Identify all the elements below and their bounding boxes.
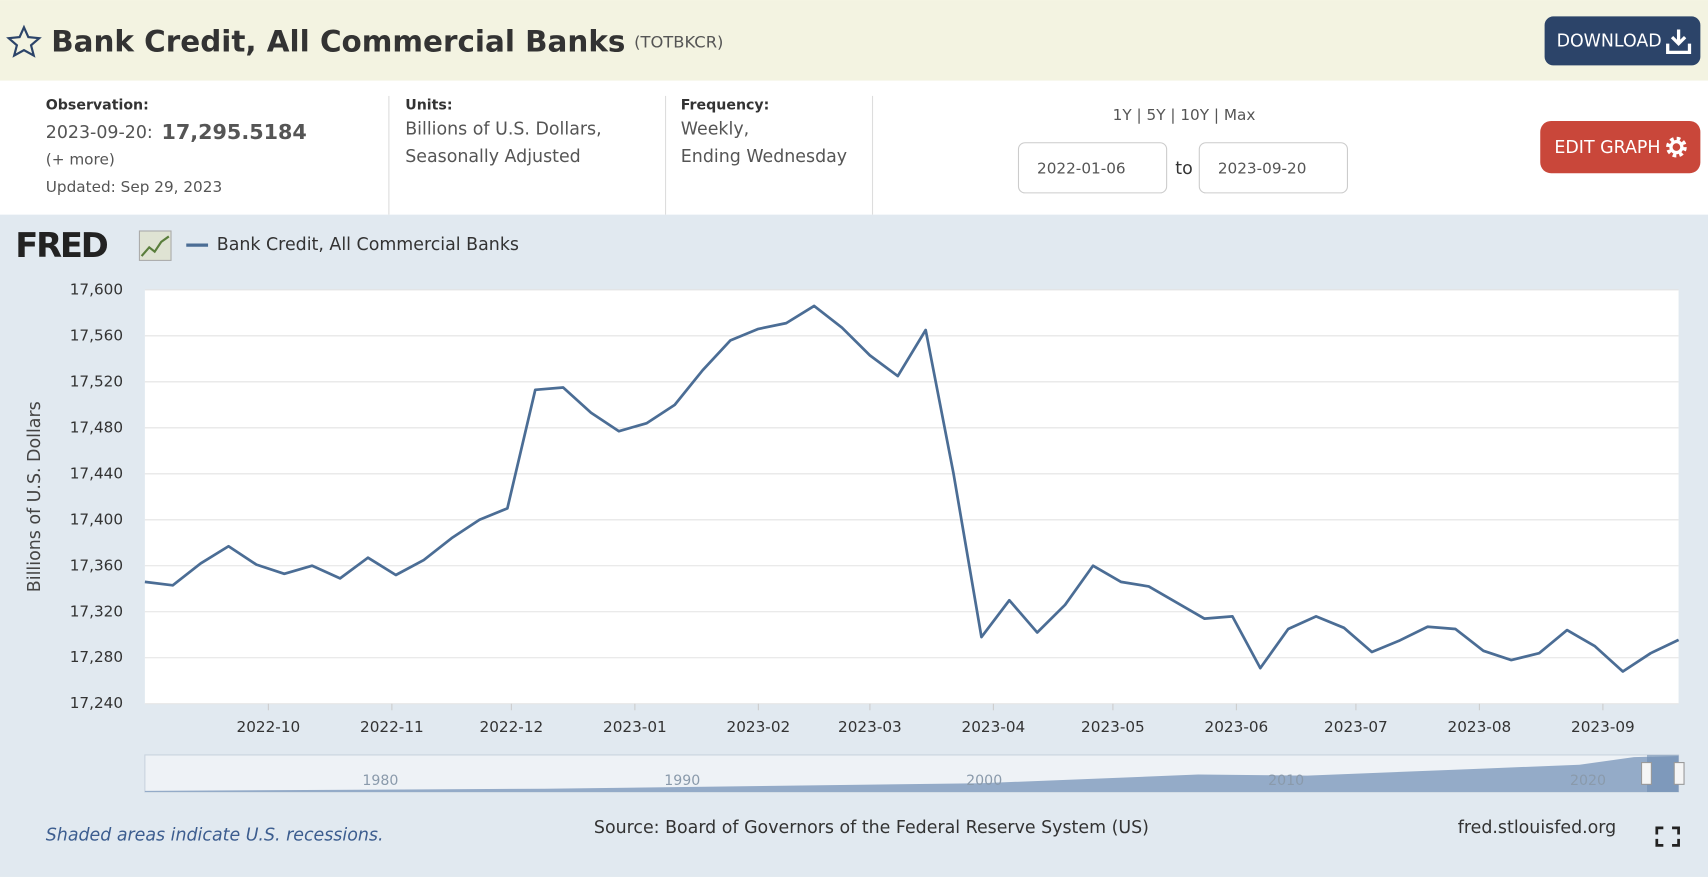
- updated-date: Updated: Sep 29, 2023: [46, 178, 222, 196]
- navigator-label: 2000: [966, 773, 1002, 789]
- units-text: Seasonally Adjusted: [405, 147, 581, 167]
- frequency-text: Weekly,: [681, 120, 749, 140]
- logo-box: [138, 230, 172, 261]
- x-tick-label: 2023-07: [1324, 718, 1388, 736]
- plot-area: [144, 289, 1679, 704]
- x-tick-label: 2023-05: [1081, 718, 1145, 736]
- site-url[interactable]: fred.stlouisfed.org: [1458, 818, 1616, 838]
- y-tick-label: 17,480: [70, 418, 123, 436]
- navigator-label: 2010: [1268, 773, 1304, 789]
- title-text: Bank Credit, All Commercial Banks: [51, 24, 625, 58]
- observation-line: 2023-09-20: 17,295.5184: [46, 120, 307, 144]
- y-tick-label: 17,600: [70, 280, 123, 298]
- x-tick-label: 2023-02: [727, 718, 791, 736]
- y-tick-label: 17,360: [70, 556, 123, 574]
- y-tick-label: 17,320: [70, 602, 123, 620]
- navigator-handle[interactable]: [1673, 762, 1685, 785]
- start-date: 2022-01-06: [1037, 159, 1126, 177]
- range-options[interactable]: 1Y | 5Y | 10Y | Max: [1113, 106, 1256, 124]
- x-tick-label: 2022-11: [360, 718, 424, 736]
- navigator-label: 1990: [664, 773, 700, 789]
- info-panel: [0, 80, 1708, 215]
- x-tick-label: 2023-06: [1205, 718, 1269, 736]
- frequency-label: Frequency:: [681, 98, 770, 114]
- more-link[interactable]: (+ more): [46, 151, 115, 169]
- observation-date: 2023-09-20: [46, 123, 147, 143]
- navigator-handle[interactable]: [1641, 762, 1652, 785]
- y-tick-label: 17,560: [70, 326, 123, 344]
- frequency-text: Ending Wednesday: [681, 147, 847, 167]
- x-tick-label: 2023-01: [603, 718, 667, 736]
- fred-logo: FRED: [15, 226, 108, 265]
- gear-icon: [1669, 140, 1684, 155]
- series-title: Bank Credit, All Commercial Banks (TOTBKC…: [51, 24, 723, 58]
- x-tick-label: 2023-04: [962, 718, 1026, 736]
- edit-label: EDIT GRAPH: [1554, 138, 1660, 158]
- y-tick-label: 17,240: [70, 694, 123, 712]
- favorite-star[interactable]: [6, 24, 42, 58]
- series-line: [144, 304, 1680, 673]
- y-tick-label: 17,440: [70, 464, 123, 482]
- download-icon: [1666, 29, 1692, 54]
- header-bar: [0, 0, 1708, 81]
- start-date-input[interactable]: [1017, 142, 1168, 194]
- recession-note: Shaded areas indicate U.S. recessions.: [46, 826, 384, 846]
- y-tick-label: 17,400: [70, 510, 123, 528]
- x-tick-label: 2023-08: [1448, 718, 1512, 736]
- observation-value: 17,295.5184: [162, 120, 307, 144]
- range-to: to: [1175, 159, 1192, 179]
- x-tick-label: 2023-09: [1571, 718, 1635, 736]
- download-bg: [1544, 16, 1701, 66]
- fullscreen-icon[interactable]: [1655, 826, 1680, 847]
- logo-line: [140, 235, 170, 257]
- source: Source: Board of Governors of the Federa…: [594, 818, 1149, 838]
- units-text: Billions of U.S. Dollars,: [405, 120, 601, 140]
- x-tick-label: 2022-12: [480, 718, 544, 736]
- y-tick-label: 17,520: [70, 372, 123, 390]
- observation-separator: :: [147, 123, 153, 143]
- units-label: Units:: [405, 98, 452, 114]
- x-tick-label: 2022-10: [237, 718, 301, 736]
- download-button[interactable]: DOWNLOAD: [1544, 16, 1701, 66]
- y-tick-label: 17,280: [70, 648, 123, 666]
- end-date: 2023-09-20: [1218, 159, 1307, 177]
- observation-label: Observation:: [46, 98, 149, 114]
- navigator-label: 1980: [362, 773, 398, 789]
- end-date-input[interactable]: [1198, 142, 1348, 194]
- series-id: (TOTBKCR): [634, 32, 723, 51]
- gear-icon: [1666, 136, 1687, 158]
- navigator-area: [144, 756, 1679, 792]
- legend-label[interactable]: Bank Credit, All Commercial Banks: [217, 235, 519, 255]
- y-axis-title: Billions of U.S. Dollars: [25, 401, 45, 592]
- download-label: DOWNLOAD: [1557, 31, 1662, 51]
- logo-icon: [138, 230, 172, 261]
- navigator-label: 2020: [1570, 773, 1606, 789]
- edit-graph-button[interactable]: EDIT GRAPH: [1540, 120, 1701, 174]
- edit-bg: [1540, 120, 1701, 174]
- x-tick-label: 2023-03: [838, 718, 902, 736]
- navigator-window[interactable]: [1647, 754, 1679, 792]
